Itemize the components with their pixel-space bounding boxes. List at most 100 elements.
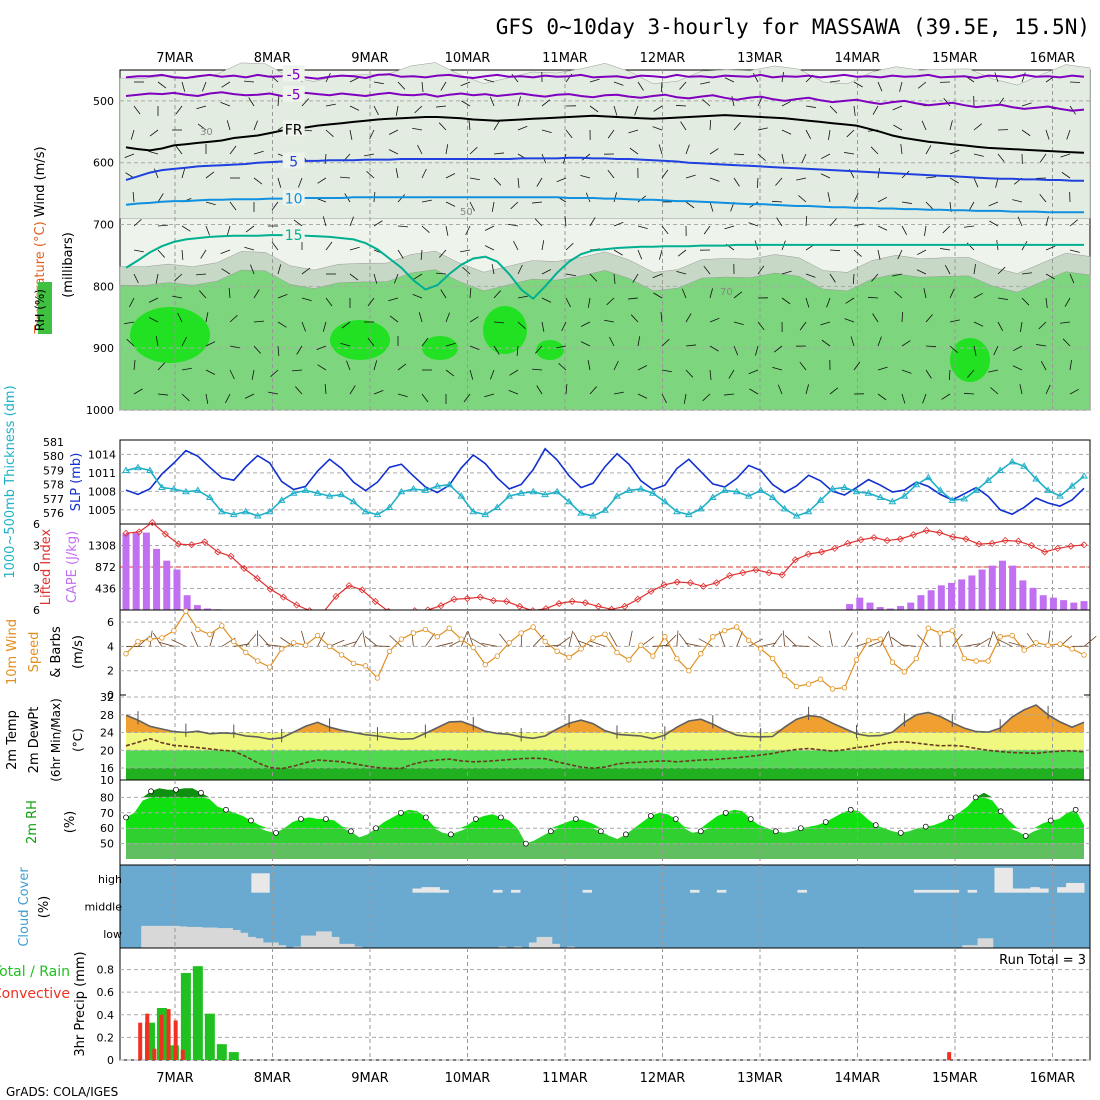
wind-barb (853, 81, 863, 88)
wind-barb (349, 246, 360, 251)
thickness-marker (205, 493, 214, 500)
wind-speed-marker (566, 654, 572, 661)
wind-barb (733, 122, 741, 131)
wind-barb (748, 369, 759, 375)
wind-barb (637, 393, 648, 399)
wind-barb (772, 633, 783, 647)
li-marker (660, 581, 668, 589)
rh-marker (373, 825, 379, 832)
wind-barb (471, 638, 486, 647)
cloud-low-bar (300, 935, 309, 948)
wind-barb (253, 120, 258, 131)
wind-barb (225, 393, 231, 404)
wind-speed-marker (997, 634, 1003, 640)
y-tick-label: 0.2 (97, 1031, 115, 1044)
wind-barb (172, 295, 183, 299)
cloud-high-bar (510, 889, 521, 893)
wind-barb (517, 96, 521, 107)
thickness-marker (589, 512, 597, 519)
wind-barb (901, 340, 911, 347)
precip-convective-bar (166, 1009, 171, 1060)
isotherm-label: 10 (285, 192, 303, 208)
axis-label: (%) (37, 896, 52, 919)
wind-barb (445, 201, 456, 207)
wind-barb (469, 201, 475, 212)
li-marker (791, 556, 799, 564)
wind-barb (469, 316, 479, 323)
li-marker (726, 572, 734, 580)
axis-label: (°C) (71, 728, 85, 752)
wind-barb (362, 630, 366, 647)
wind-speed-marker (757, 646, 764, 652)
wind-barb (316, 198, 327, 203)
thickness-marker (565, 497, 573, 505)
cape-bar (998, 560, 1006, 610)
wind-barb (755, 345, 759, 356)
wind-speed-marker (123, 651, 129, 657)
wind-barb (418, 312, 423, 323)
wind-barb (412, 127, 423, 131)
wind-barb (580, 321, 591, 327)
wind-barb (389, 635, 402, 647)
wind-barb (490, 369, 495, 380)
wind-barb (133, 219, 142, 227)
cape-bar (183, 595, 191, 610)
date-label-bottom: 16MAR (1030, 1071, 1076, 1086)
li-marker (831, 544, 839, 552)
cape-bar (907, 602, 915, 610)
wind-speed-marker (949, 627, 955, 634)
wind-barb (181, 393, 190, 402)
thickness-marker (181, 487, 190, 495)
wind-barb (154, 168, 159, 179)
wind-barb (349, 129, 353, 140)
wind-barb (517, 177, 520, 188)
wind-barb (724, 77, 735, 83)
thickness-marker (984, 476, 993, 483)
wind-speed-marker (410, 630, 417, 636)
wind-barb (609, 336, 615, 347)
wind-barb (805, 273, 816, 278)
wind-barb (130, 129, 135, 140)
wind-barb (685, 313, 692, 323)
thickness-marker (840, 483, 849, 491)
rh-marker (273, 829, 279, 836)
wind-barb (637, 81, 644, 91)
precip-convective-bar (152, 1048, 157, 1060)
rh-marker (498, 814, 504, 821)
li-marker (174, 540, 183, 548)
wind-barb (280, 637, 294, 647)
wind-barb (1045, 216, 1049, 227)
panel-frame (119, 947, 1091, 1061)
wind-barb (973, 345, 977, 356)
wind-barb (776, 217, 783, 227)
wind-barb (829, 218, 837, 227)
wind-barb (987, 631, 994, 647)
isotherm-label-bg (282, 189, 305, 206)
thickness-marker (170, 484, 178, 492)
wind-barb (565, 384, 568, 395)
wind-barb (757, 96, 763, 107)
li-marker (778, 571, 786, 579)
wind-barb (757, 265, 765, 275)
precip-total-bar (180, 972, 191, 1060)
rh-marker (148, 788, 154, 795)
wind-barb (942, 225, 951, 234)
wind-barb (220, 102, 231, 107)
rh-marker (223, 806, 229, 813)
wind-barb (229, 145, 237, 155)
li-marker (975, 540, 983, 548)
li-marker (594, 602, 603, 610)
wind-speed-marker (518, 630, 524, 636)
wind-barb (703, 225, 711, 235)
cloud-high-bar (430, 887, 440, 893)
wind-speed-marker (853, 657, 860, 663)
wind-barb (613, 105, 618, 116)
wind-barb (733, 177, 740, 187)
wind-speed-marker (722, 627, 728, 634)
cloud-low-bar (969, 945, 979, 948)
wind-barb (829, 387, 839, 395)
wind-barb (781, 153, 785, 164)
thickness-marker (936, 486, 945, 493)
axis-label: 2m DewPt (27, 707, 42, 774)
wind-barb (757, 127, 768, 131)
